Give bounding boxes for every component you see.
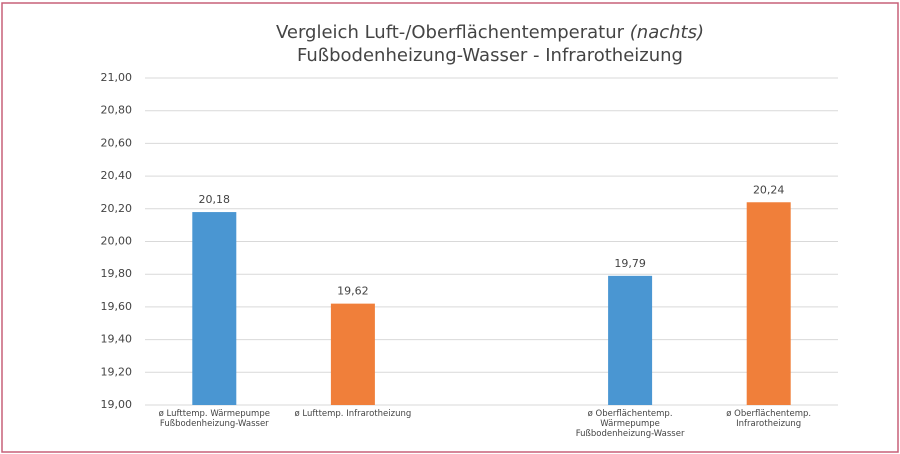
y-tick-label: 19,80	[101, 267, 133, 280]
y-tick-label: 19,20	[101, 365, 133, 378]
y-tick-label: 19,00	[101, 398, 133, 411]
y-tick-label: 20,00	[101, 235, 133, 248]
value-label: 19,79	[614, 257, 646, 270]
y-tick-label: 19,40	[101, 333, 133, 346]
y-tick-label: 19,60	[101, 300, 133, 313]
x-tick-label: ø Oberflächentemp. Wärmepumpe Fußbodenhe…	[575, 409, 685, 439]
y-tick-label: 20,60	[101, 136, 133, 149]
bar	[330, 303, 375, 405]
y-tick-label: 20,20	[101, 202, 133, 215]
bar	[608, 275, 653, 405]
value-label: 20,24	[753, 183, 785, 196]
title-main: Vergleich Luft-/Oberflächentemperatur	[276, 22, 625, 43]
x-tick-label: ø Oberflächentemp. Infrarotheizung	[726, 409, 812, 429]
title-note: (nachts)	[630, 22, 704, 43]
value-label: 19,62	[337, 285, 369, 298]
chart-title: Vergleich Luft-/Oberflächentemperatur (n…	[276, 22, 704, 43]
x-tick-label: ø Lufttemp. Infrarotheizung	[294, 409, 412, 419]
y-tick-label: 21,00	[101, 71, 133, 84]
value-label: 20,18	[199, 193, 231, 206]
bar	[746, 202, 791, 405]
x-tick-label: ø Lufttemp. Wärmepumpe Fußbodenheizung-W…	[158, 409, 270, 429]
bar	[192, 212, 237, 405]
y-tick-label: 20,40	[101, 169, 133, 182]
chart-subtitle: Fußbodenheizung-Wasser - Infrarotheizung	[297, 45, 683, 66]
y-tick-label: 20,80	[101, 104, 133, 117]
